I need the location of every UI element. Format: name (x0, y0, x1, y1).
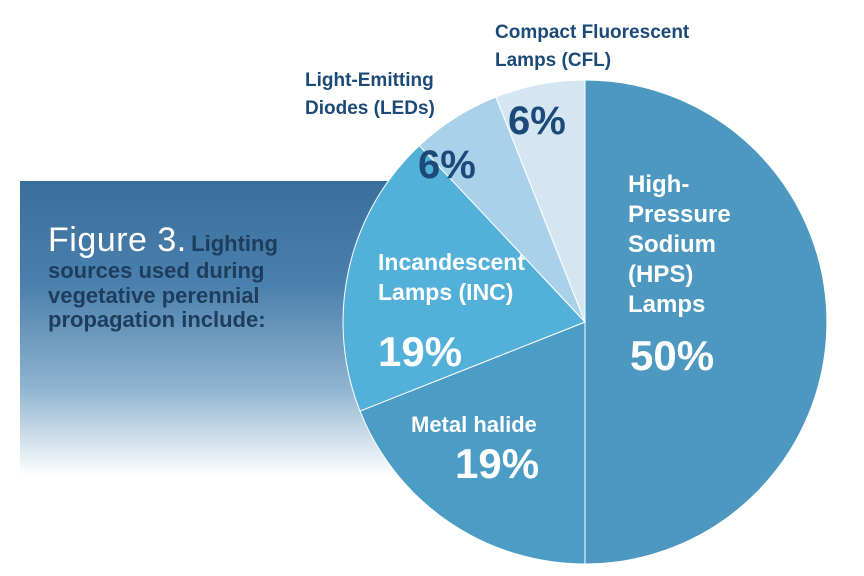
pie-slices (342, 79, 828, 565)
slice-label: Light-Emitting (305, 70, 434, 91)
slice-label: Compact Fluorescent (495, 22, 690, 43)
slice-label: High- (628, 171, 689, 198)
pie-slice (495, 79, 586, 323)
slice-label: Incandescent (378, 249, 525, 275)
slice-label: Pressure (628, 201, 731, 228)
slice-value-label: 50% (630, 332, 714, 379)
figure-label: Figure 3. (48, 221, 187, 259)
figure-caption: Figure 3. Lighting sources used during v… (48, 221, 308, 332)
slice-label: (HPS) (628, 261, 693, 288)
pie-slice (342, 144, 586, 412)
slice-value-label: 19% (378, 328, 462, 375)
slice-label: Lamps (CFL) (495, 50, 611, 71)
slice-label: Lamps (628, 291, 705, 318)
pie-slice (584, 79, 828, 565)
slice-value-label: 6% (418, 143, 476, 187)
pie-labels: High- Pressure Sodium (HPS) Lamps 50% Metal ha… (305, 22, 731, 487)
slice-label: Metal halide (411, 412, 537, 437)
caption-text: Lighting sources used during vegetative … (48, 231, 278, 332)
pie-slice (359, 321, 586, 565)
slice-label: Diodes (LEDs) (305, 98, 435, 119)
slice-label: Lamps (INC) (378, 279, 513, 305)
slice-value-label: 19% (455, 440, 539, 487)
slice-label: Sodium (628, 231, 716, 258)
slice-value-label: 6% (508, 99, 566, 143)
